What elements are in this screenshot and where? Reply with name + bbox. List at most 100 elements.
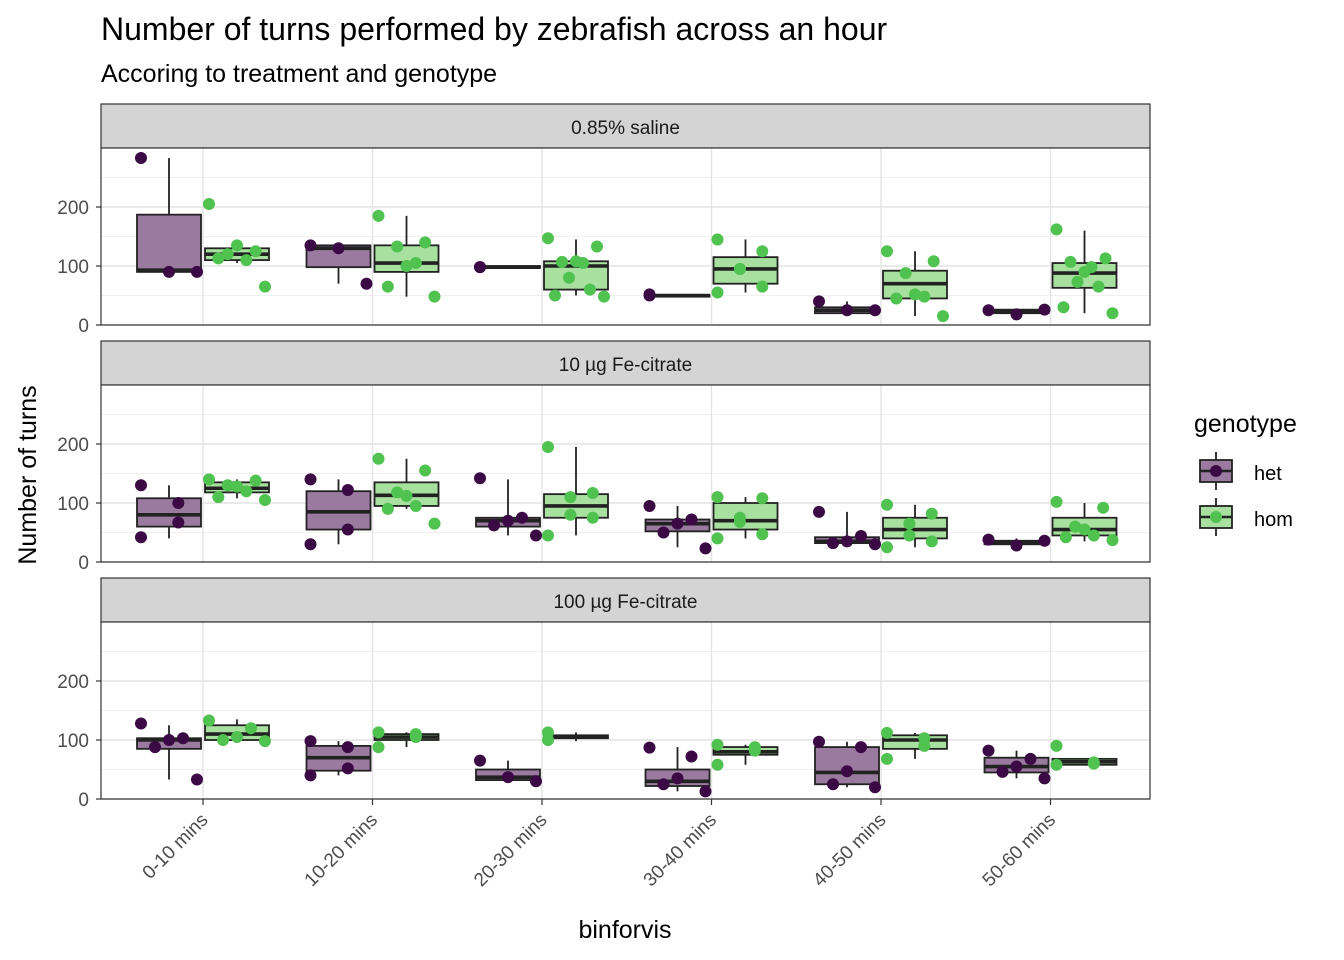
data-point-hom	[1087, 757, 1100, 770]
data-point-hom	[586, 511, 599, 524]
data-point-het	[1010, 539, 1023, 552]
data-point-het	[135, 531, 147, 544]
x-tick-label: 10-20 mins	[301, 810, 382, 891]
data-point-hom	[542, 440, 554, 453]
data-point-hom	[259, 280, 271, 293]
data-point-het	[332, 242, 345, 255]
data-point-hom	[409, 257, 422, 270]
data-point-het	[341, 762, 354, 775]
data-point-hom	[733, 262, 746, 275]
data-point-het	[135, 717, 147, 730]
data-point-het	[869, 538, 881, 551]
data-point-het	[643, 288, 656, 301]
x-tick-label: 0-10 mins	[139, 810, 213, 884]
data-point-hom	[711, 758, 724, 771]
data-point-het	[149, 741, 161, 754]
legend: genotype het hom	[1194, 410, 1297, 536]
data-point-het	[474, 754, 486, 767]
data-point-hom	[756, 528, 769, 541]
data-point-hom	[584, 283, 596, 296]
data-point-hom	[259, 494, 271, 507]
data-point-het	[982, 533, 995, 546]
data-point-hom	[217, 734, 229, 746]
facet-strip	[100, 103, 1151, 149]
data-point-hom	[245, 722, 257, 735]
data-point-het	[982, 304, 995, 317]
data-point-het	[341, 741, 354, 754]
data-point-hom	[1059, 531, 1072, 544]
y-tick-label: 0	[78, 790, 89, 811]
data-point-hom	[711, 491, 724, 504]
box-het	[814, 741, 880, 788]
data-point-hom	[231, 239, 243, 252]
chart-subtitle: Accoring to treatment and genotype	[101, 60, 497, 88]
data-point-het	[657, 526, 670, 539]
box-het	[305, 479, 372, 545]
data-point-het	[657, 778, 670, 791]
data-point-hom	[711, 532, 724, 545]
legend-title: genotype	[1194, 410, 1297, 438]
data-point-het	[685, 750, 698, 763]
data-point-hom	[1106, 307, 1119, 320]
data-point-hom	[400, 489, 413, 502]
box-hom	[882, 732, 948, 759]
y-tick-label: 100	[57, 731, 89, 752]
data-point-het	[813, 295, 825, 308]
data-point-het	[671, 517, 684, 530]
data-point-hom	[556, 255, 568, 268]
data-point-het	[1024, 752, 1037, 765]
panel-border	[100, 147, 1151, 326]
data-point-het	[827, 537, 839, 550]
panel-border	[100, 621, 1151, 800]
data-point-hom	[1050, 739, 1063, 752]
data-point-het	[643, 499, 656, 512]
data-point-het	[869, 304, 881, 317]
facet-label: 0.85% saline	[571, 118, 680, 139]
data-point-het	[855, 530, 867, 543]
data-point-hom	[756, 280, 769, 293]
data-point-hom	[756, 245, 769, 258]
data-point-hom	[542, 529, 554, 542]
data-point-hom	[586, 486, 599, 499]
data-point-het	[172, 497, 185, 509]
data-point-het	[982, 744, 995, 757]
data-point-hom	[1050, 758, 1063, 771]
legend-item-hom: hom	[1199, 498, 1293, 536]
x-tick-label: 20-30 mins	[470, 810, 551, 891]
data-point-het	[474, 261, 486, 274]
legend-label: het	[1254, 463, 1282, 485]
data-point-het	[304, 735, 317, 748]
data-point-hom	[1057, 301, 1070, 314]
data-point-hom	[203, 714, 215, 727]
data-point-hom	[918, 739, 931, 752]
data-point-het	[177, 732, 189, 745]
data-point-hom	[711, 286, 724, 299]
data-point-het	[699, 785, 712, 798]
y-axis-label: Number of turns	[14, 385, 42, 564]
data-point-hom	[1078, 265, 1091, 278]
data-point-hom	[428, 517, 441, 530]
box-hom	[712, 744, 779, 765]
data-point-hom	[372, 209, 385, 222]
data-point-hom	[203, 473, 215, 486]
data-point-het	[135, 152, 147, 165]
box-iqr	[136, 213, 202, 273]
data-point-hom	[598, 290, 610, 303]
legend-label: hom	[1254, 509, 1293, 531]
data-point-hom	[542, 232, 554, 245]
data-point-het	[643, 741, 656, 754]
data-point-hom	[391, 486, 404, 499]
data-point-het	[827, 778, 839, 791]
data-point-hom	[231, 480, 243, 493]
data-point-het	[304, 769, 317, 782]
data-point-hom	[733, 515, 746, 528]
data-point-hom	[419, 464, 432, 477]
data-point-hom	[925, 507, 938, 520]
data-point-het	[813, 505, 825, 518]
panel-border	[100, 384, 1151, 563]
data-point-het	[474, 472, 486, 485]
data-point-hom	[1050, 495, 1063, 508]
data-point-hom	[918, 290, 931, 303]
data-point-hom	[1078, 523, 1091, 536]
data-point-het	[699, 542, 712, 555]
